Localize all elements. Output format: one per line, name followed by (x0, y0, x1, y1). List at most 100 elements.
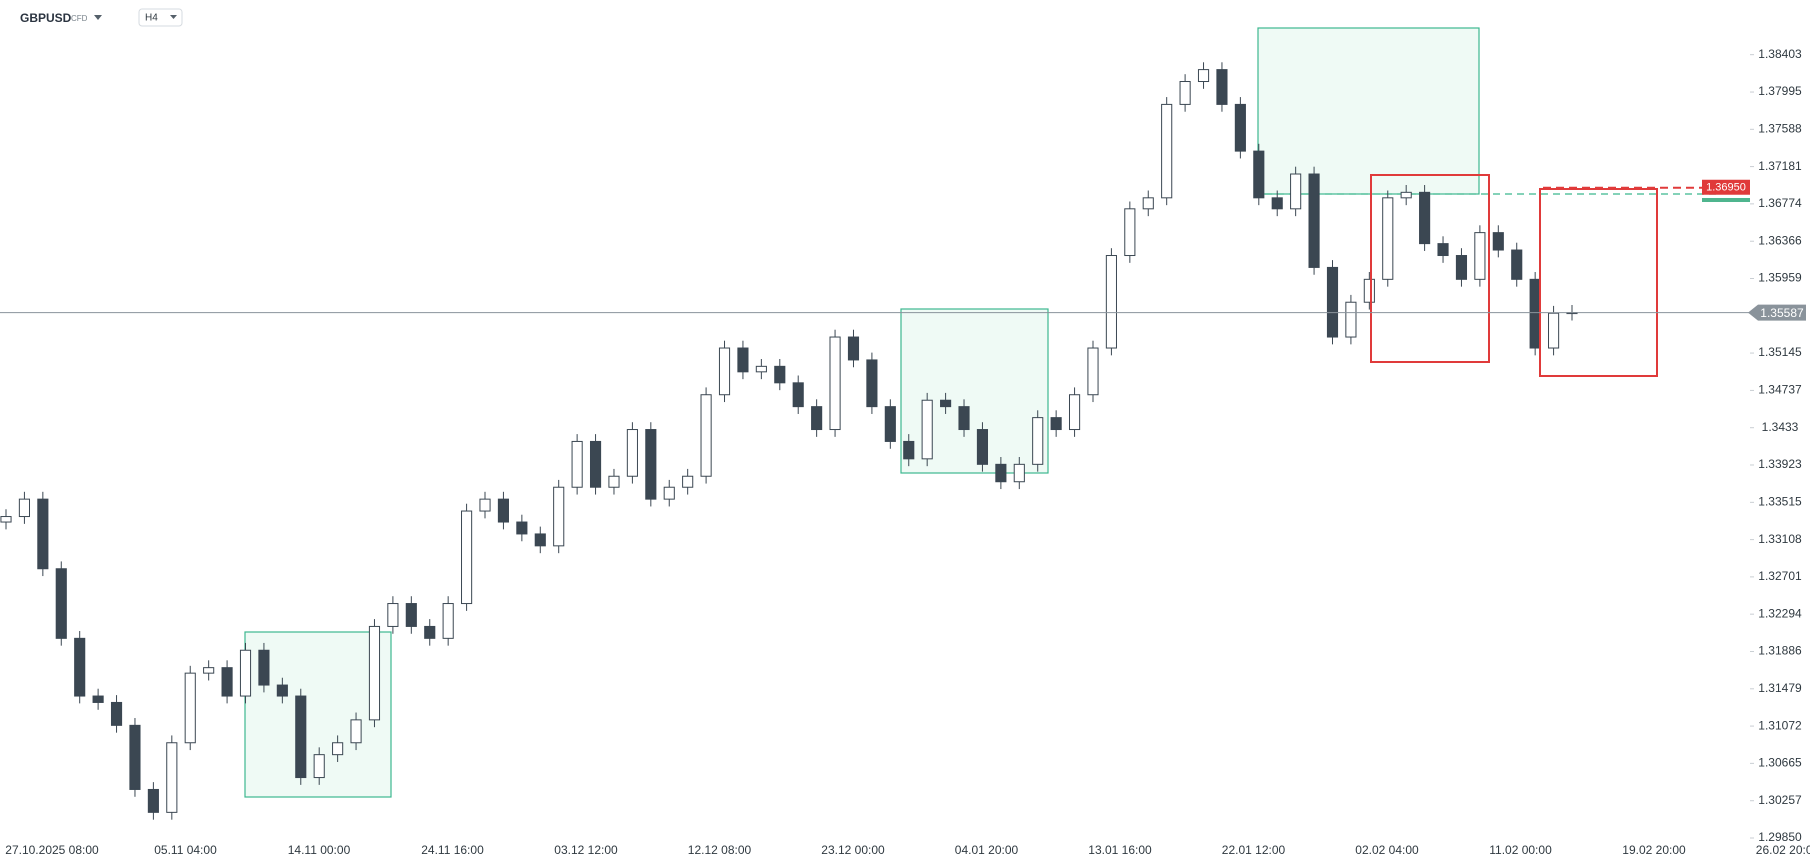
candle-body (589, 440, 602, 488)
candle-body (958, 406, 970, 431)
candle-body (405, 603, 417, 627)
candle-body (295, 695, 307, 779)
candle-body (147, 788, 159, 813)
y-tick-label: 1.31072 (1758, 718, 1802, 732)
zone-marker (1702, 198, 1750, 202)
current-price-badge (1748, 304, 1806, 321)
highlight-box (1539, 188, 1658, 377)
x-tick-label: 14.11 00:00 (288, 843, 351, 857)
candle-body (718, 347, 731, 396)
candle-body (461, 510, 473, 605)
candle-body (1363, 278, 1375, 303)
candle-body (1308, 173, 1320, 268)
candle-body (129, 724, 141, 790)
candle-body (829, 336, 841, 431)
candle-body (1455, 255, 1468, 280)
x-tick-label: 04.01 20:00 (955, 843, 1019, 857)
candle-body (55, 568, 67, 639)
candles (0, 62, 1578, 820)
zone-box (1257, 27, 1480, 195)
y-tick-label: 1.35145 (1758, 345, 1802, 359)
candle-body (424, 625, 436, 639)
candle-body (110, 701, 123, 726)
y-tick-label: 1.36774 (1758, 196, 1802, 210)
candle-body (645, 429, 657, 500)
y-tick-label: 1.35959 (1758, 271, 1802, 285)
candle-body (1548, 312, 1560, 349)
candle-body (74, 637, 86, 697)
candle-body (847, 336, 860, 361)
x-tick-label: 12.12 08:00 (688, 843, 752, 857)
candle-body (1013, 463, 1025, 483)
y-tick-label: 1.37588 (1758, 121, 1802, 135)
candle-body (995, 463, 1007, 483)
candle-body (792, 382, 804, 408)
candle-body (350, 719, 362, 744)
candle-body (1124, 208, 1136, 257)
y-tick-label: 1.34737 (1758, 383, 1802, 397)
candle-body (1474, 232, 1486, 280)
candle-body (737, 347, 749, 373)
candle-body (18, 498, 30, 518)
y-tick-label: 1.30257 (1758, 793, 1802, 807)
candle-body (663, 486, 675, 500)
candle-body (1326, 266, 1339, 338)
candle-body (534, 533, 546, 547)
y-tick-label: 1.32701 (1758, 569, 1802, 583)
candle-body (1105, 255, 1117, 349)
alert-badge (1702, 179, 1750, 195)
candle-body (221, 667, 233, 697)
candle-body (811, 406, 823, 431)
red-boxes (1370, 174, 1658, 377)
candle-body (700, 394, 712, 477)
candle-body (884, 406, 896, 442)
candle-body (1142, 197, 1154, 210)
x-tick-label: 03.12 12:00 (554, 843, 618, 857)
candle-body (608, 475, 620, 488)
timeframe-dropdown[interactable] (170, 15, 177, 19)
candle-body (313, 754, 325, 779)
y-tick-label: 1.38403 (1758, 47, 1802, 61)
candle-body (92, 695, 104, 703)
y-tick-label: 1.29850 (1758, 830, 1802, 844)
candle-body (1087, 347, 1099, 396)
candle-body (1382, 197, 1394, 280)
candle-body (774, 365, 786, 384)
candle-body (387, 603, 399, 627)
candle-body (332, 742, 344, 756)
symbol-dropdown[interactable] (94, 15, 102, 20)
y-tick-label: 1.33923 (1758, 457, 1802, 471)
candle-body (1253, 150, 1265, 199)
x-tick-label: 19.02 20:00 (1622, 843, 1686, 857)
candle-body (1529, 278, 1541, 349)
x-tick-label: 05.11 04:00 (154, 843, 217, 857)
symbol: GBPUSD (20, 11, 72, 25)
highlight-box (1370, 174, 1490, 363)
y-tick-label: 1.37181 (1758, 159, 1802, 173)
candle-body (1345, 301, 1357, 338)
candle-body (1290, 173, 1302, 210)
candle-body (940, 399, 952, 408)
timeframe: H4 (145, 13, 158, 24)
candle-body (976, 429, 989, 465)
candle-body (1161, 103, 1173, 199)
timeframe-button[interactable] (138, 8, 183, 27)
candle-body (1511, 249, 1523, 280)
candle-body (903, 440, 915, 460)
candle-body (276, 684, 288, 697)
candle-body (239, 649, 252, 697)
x-tick-label: 22.01 12:00 (1222, 843, 1286, 857)
candle-body (166, 742, 178, 813)
candle-body (1419, 191, 1431, 245)
y-tick-label: 1.36366 (1758, 233, 1802, 247)
candle-body (1234, 103, 1246, 152)
candle-body (479, 498, 491, 512)
candle-body (1032, 417, 1044, 465)
candle-body (1400, 191, 1412, 199)
candle-body (1050, 417, 1062, 431)
candle-body (921, 399, 933, 460)
candle-body (442, 603, 454, 639)
candle-body (1179, 81, 1191, 105)
candle-body (203, 667, 215, 674)
y-tick-label: 1.30665 (1758, 756, 1802, 770)
